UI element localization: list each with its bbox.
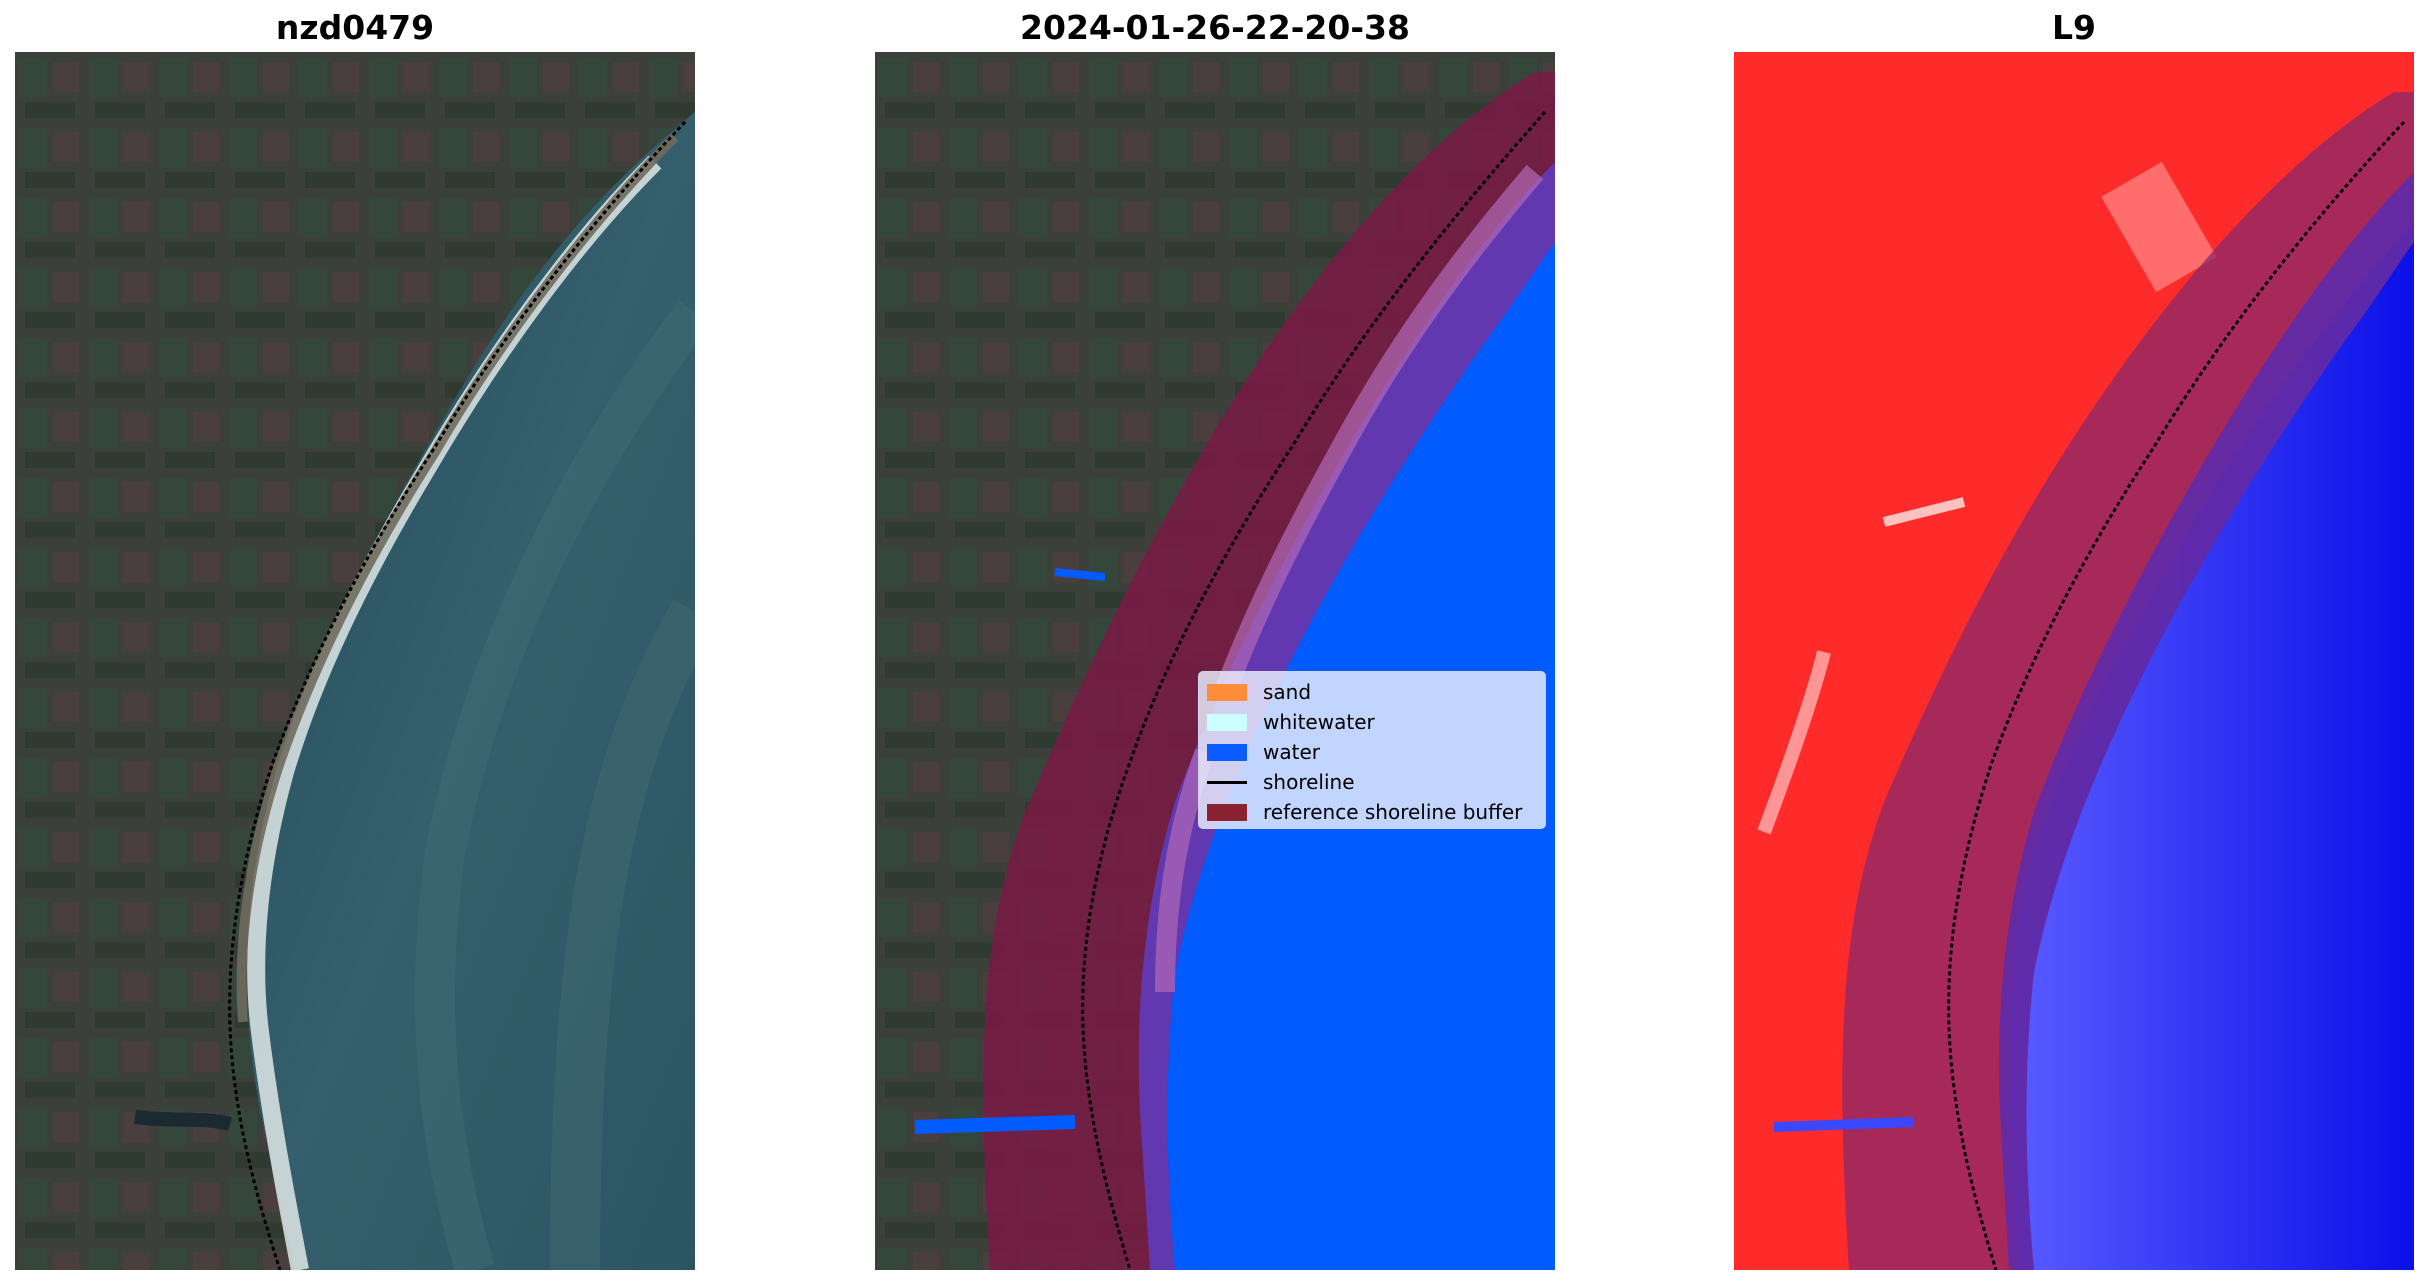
legend-label: whitewater	[1263, 710, 1375, 734]
buffer-swatch	[1207, 803, 1247, 821]
legend-item-buffer: reference shoreline buffer	[1207, 797, 1537, 827]
shoreline-swatch	[1207, 780, 1247, 784]
legend-label: reference shoreline buffer	[1263, 800, 1523, 824]
panel-title-satellite: L9	[2052, 8, 2096, 47]
legend-item-water: water	[1207, 737, 1537, 767]
classified-image	[875, 52, 1555, 1270]
panel-title-date: 2024-01-26-22-20-38	[1020, 8, 1410, 47]
legend-item-shoreline: shoreline	[1207, 767, 1537, 797]
water-swatch	[1207, 743, 1247, 761]
sand-swatch	[1207, 683, 1247, 701]
whitewater-swatch	[1207, 713, 1247, 731]
legend-item-sand: sand	[1207, 677, 1537, 707]
legend: sand whitewater water shoreline referenc…	[1198, 671, 1546, 829]
panel-title-image-id: nzd0479	[275, 8, 435, 47]
rgb-satellite-image	[15, 52, 695, 1270]
legend-item-whitewater: whitewater	[1207, 707, 1537, 737]
legend-label: sand	[1263, 680, 1312, 704]
legend-label: shoreline	[1263, 770, 1355, 794]
legend-label: water	[1263, 740, 1320, 764]
index-image	[1734, 52, 2414, 1270]
